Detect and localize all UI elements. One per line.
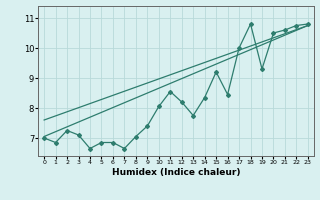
X-axis label: Humidex (Indice chaleur): Humidex (Indice chaleur) [112, 168, 240, 177]
